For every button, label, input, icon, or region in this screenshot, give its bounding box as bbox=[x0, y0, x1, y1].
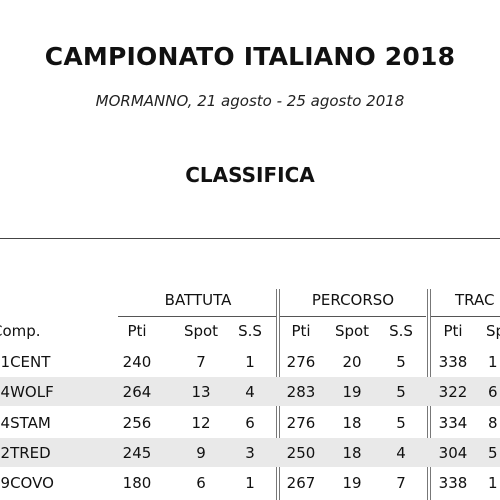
table-cell: 12 bbox=[191, 414, 211, 432]
event-subtitle: MORMANNO, 21 agosto - 25 agosto 2018 bbox=[95, 92, 405, 110]
table-cell: 5 bbox=[396, 353, 406, 371]
competitor-code: 12TRED bbox=[0, 444, 51, 462]
top-divider bbox=[0, 238, 500, 239]
table-cell: 3 bbox=[245, 444, 255, 462]
table-cell: 6 bbox=[196, 474, 206, 492]
column-header-pti: Pti bbox=[127, 322, 147, 340]
table-cell: 20 bbox=[342, 353, 362, 371]
table-cell: 4 bbox=[245, 383, 255, 401]
table-cell: 322 bbox=[438, 383, 468, 401]
table-cell: 1 bbox=[245, 353, 255, 371]
table-cell: 256 bbox=[122, 414, 152, 432]
column-header-spot: Sp bbox=[486, 322, 500, 340]
section-heading: CLASSIFICA bbox=[185, 163, 315, 187]
section-header-traccia: TRAC bbox=[455, 291, 495, 309]
page-title: CAMPIONATO ITALIANO 2018 bbox=[44, 42, 456, 71]
section-underline-traccia bbox=[431, 316, 500, 317]
table-cell: 264 bbox=[122, 383, 152, 401]
table-cell: 7 bbox=[196, 353, 206, 371]
column-header-pti: Pti bbox=[291, 322, 311, 340]
table-cell: 267 bbox=[286, 474, 316, 492]
competitor-code: 09COVO bbox=[0, 474, 54, 492]
table-cell: 6 bbox=[488, 383, 498, 401]
table-cell: 5 bbox=[396, 383, 406, 401]
table-cell: 276 bbox=[286, 414, 316, 432]
table-row: 04STAM 256 12 6 276 18 5 334 8 bbox=[0, 408, 500, 437]
table-cell: 13 bbox=[191, 383, 211, 401]
table-cell: 5 bbox=[488, 444, 498, 462]
section-header-percorso: PERCORSO bbox=[311, 291, 395, 309]
table-cell: 240 bbox=[122, 353, 152, 371]
table-cell: 9 bbox=[196, 444, 206, 462]
column-header-spot: Spot bbox=[183, 322, 219, 340]
table-row: 09COVO 180 6 1 267 19 7 338 1 bbox=[0, 468, 500, 497]
table-cell: 19 bbox=[342, 383, 362, 401]
table-row: 11CENT 240 7 1 276 20 5 338 1 bbox=[0, 347, 500, 376]
table-row: 12TRED 245 9 3 250 18 4 304 5 bbox=[0, 438, 500, 467]
table-cell: 338 bbox=[438, 474, 468, 492]
column-header-pti: Pti bbox=[443, 322, 463, 340]
table-cell: 18 bbox=[342, 444, 362, 462]
column-header-ss: S.S bbox=[389, 322, 413, 340]
competitor-code: 04STAM bbox=[0, 414, 51, 432]
table-cell: 283 bbox=[286, 383, 316, 401]
table-cell: 250 bbox=[286, 444, 316, 462]
table-cell: 1 bbox=[245, 474, 255, 492]
table-cell: 19 bbox=[342, 474, 362, 492]
table-cell: 1 bbox=[488, 474, 498, 492]
column-header-ss: S.S bbox=[238, 322, 262, 340]
table-cell: 180 bbox=[122, 474, 152, 492]
section-underline-battuta bbox=[118, 316, 276, 317]
table-cell: 5 bbox=[396, 414, 406, 432]
section-header-battuta: BATTUTA bbox=[164, 291, 232, 309]
table-cell: 304 bbox=[438, 444, 468, 462]
table-cell: 276 bbox=[286, 353, 316, 371]
table-cell: 338 bbox=[438, 353, 468, 371]
table-cell: 18 bbox=[342, 414, 362, 432]
table-cell: 7 bbox=[396, 474, 406, 492]
table-cell: 8 bbox=[488, 414, 498, 432]
table-cell: 4 bbox=[396, 444, 406, 462]
section-underline-percorso bbox=[280, 316, 426, 317]
table-cell: 6 bbox=[245, 414, 255, 432]
competitor-code: 11CENT bbox=[0, 353, 51, 371]
column-header-spot: Spot bbox=[334, 322, 370, 340]
table-cell: 1 bbox=[488, 353, 498, 371]
table-cell: 245 bbox=[122, 444, 152, 462]
table-cell: 334 bbox=[438, 414, 468, 432]
